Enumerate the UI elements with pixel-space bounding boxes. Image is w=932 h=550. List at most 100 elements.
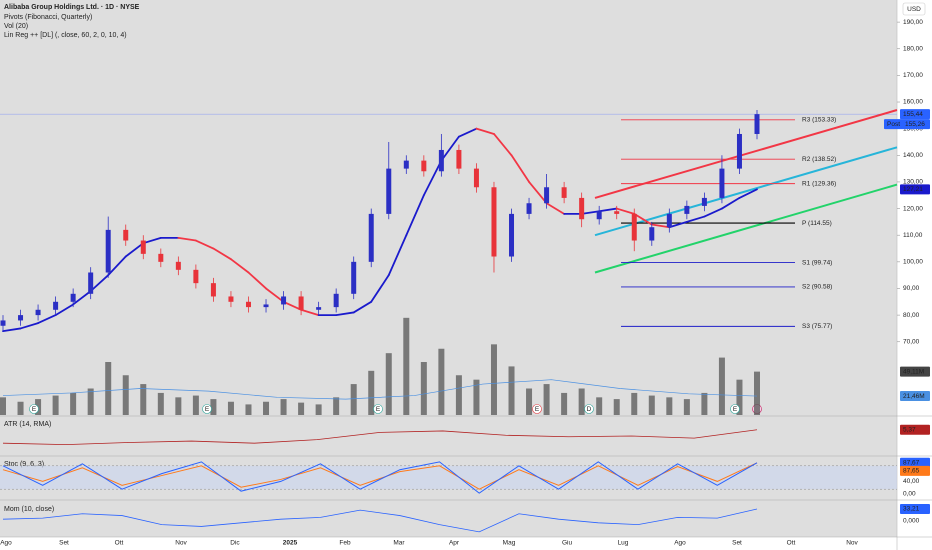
linreg-segment: [721, 197, 741, 210]
volume-bar: [561, 392, 568, 415]
indicator-title: Lin Reg ++ [DL] (, close, 60, 2, 0, 10, …: [4, 32, 127, 39]
candle-body: [18, 315, 24, 321]
x-tick-label: Mag: [503, 540, 516, 547]
volume-bar: [333, 397, 340, 415]
candle-body: [403, 160, 409, 169]
event-marker: [584, 404, 594, 414]
linreg-segment: [387, 234, 408, 277]
plot-bg: [0, 0, 897, 537]
indicator-title: Vol (20): [4, 23, 28, 30]
volume-bar: [280, 399, 287, 415]
volume-bar: [473, 379, 480, 415]
x-tick-label: Giu: [562, 540, 573, 547]
atr-tag-box: [900, 424, 930, 435]
y-tick-label: 0,00: [903, 491, 916, 498]
y-tick-label: 160,00: [903, 99, 923, 106]
linreg-segment: [37, 314, 57, 325]
candle-body: [333, 293, 339, 308]
event-label: E: [733, 406, 738, 413]
volume-bar: [543, 384, 550, 415]
pivot-label: S1 (99.74): [802, 259, 832, 266]
x-tick-label: Set: [59, 540, 69, 547]
linreg-segment: [458, 127, 478, 138]
pane-title: Mom (10, close): [4, 506, 54, 513]
linreg-segment: [352, 300, 373, 314]
linreg-segment: [703, 207, 723, 218]
candle-body: [491, 187, 497, 257]
atr-tag: 5,37: [903, 426, 916, 433]
stoch-d: [2, 462, 758, 490]
volume-bar: [596, 397, 603, 415]
x-tick-label: Nov: [175, 540, 187, 547]
pane-separators: [0, 415, 932, 538]
volume-bar: [105, 362, 112, 415]
post-price: 155,26: [905, 121, 925, 128]
volume-ma-tag: 21,46M: [903, 393, 925, 400]
y-tick-label: 140,00: [903, 152, 923, 159]
linreg-segment: [230, 258, 250, 274]
pivot-label: R1 (129.36): [802, 180, 836, 187]
linreg-segment: [177, 236, 197, 242]
y-tick-label: 180,00: [903, 45, 923, 52]
linreg-segment: [300, 308, 320, 317]
stoch-d-tag-box: [900, 465, 930, 476]
volume-bar: [701, 392, 708, 415]
mom-tag: 33,21: [903, 506, 920, 513]
candle-body: [175, 261, 181, 270]
volume-ma-tag-box: [900, 391, 930, 402]
post-tag: Post: [887, 121, 900, 128]
volume-bar: [192, 395, 199, 415]
x-tick-label: Apr: [449, 540, 460, 547]
volume-bar: [718, 357, 725, 415]
candle-body: [719, 168, 725, 198]
candle-body: [473, 168, 479, 188]
candle-body: [684, 205, 690, 214]
atr-line: [2, 429, 758, 446]
x-tick-label: Lug: [618, 540, 629, 547]
linreg-segment: [615, 207, 636, 215]
time-axis-bg: [0, 537, 897, 550]
candle-body: [316, 307, 322, 310]
event-label: D: [587, 406, 592, 413]
candle-body: [666, 213, 672, 228]
candle-body: [53, 301, 59, 310]
pane-title: ATR (14, RMA): [4, 421, 51, 428]
currency-box[interactable]: [902, 2, 926, 16]
pivot-label: S2 (90.58): [802, 284, 832, 291]
pivot-label: S3 (75.77): [802, 323, 832, 330]
chart-title: Alibaba Group Holdings Ltd. · 1D · NYSE: [4, 4, 140, 11]
x-tick-label: Ott: [115, 540, 124, 547]
stoch-band: [0, 465, 897, 490]
volume-tag-box: [900, 366, 930, 377]
volume-bar: [350, 384, 357, 415]
candle-body: [614, 211, 620, 214]
mom-line: [2, 508, 758, 533]
event-label: E: [376, 406, 381, 413]
x-tick-label: 2025: [283, 540, 298, 547]
candle-body: [438, 149, 444, 172]
last-price-tag-box: [900, 109, 930, 120]
linreg-segment: [633, 212, 653, 226]
linreg-segment: [650, 223, 671, 229]
linreg-segment: [89, 274, 110, 293]
volume-bar: [613, 399, 620, 415]
volume-bar: [508, 366, 515, 415]
volume-bar: [140, 384, 147, 415]
pivot-label: R3 (153.33): [802, 117, 836, 124]
linreg-segment: [335, 311, 355, 317]
linreg-segment: [685, 215, 706, 223]
volume-bar: [683, 399, 690, 415]
linreg-segment: [668, 220, 688, 229]
candle-body: [544, 187, 550, 204]
candle-body: [596, 211, 602, 220]
linreg-segment: [212, 247, 232, 261]
linreg-segment: [422, 159, 443, 197]
linreg-segment: [194, 239, 215, 250]
x-tick-label: Set: [732, 540, 742, 547]
candle-body: [509, 213, 515, 257]
volume-bar: [754, 371, 760, 415]
y-tick-label: 170,00: [903, 72, 923, 79]
y-tick-label: 130,00: [903, 179, 923, 186]
candle-body: [421, 160, 427, 172]
